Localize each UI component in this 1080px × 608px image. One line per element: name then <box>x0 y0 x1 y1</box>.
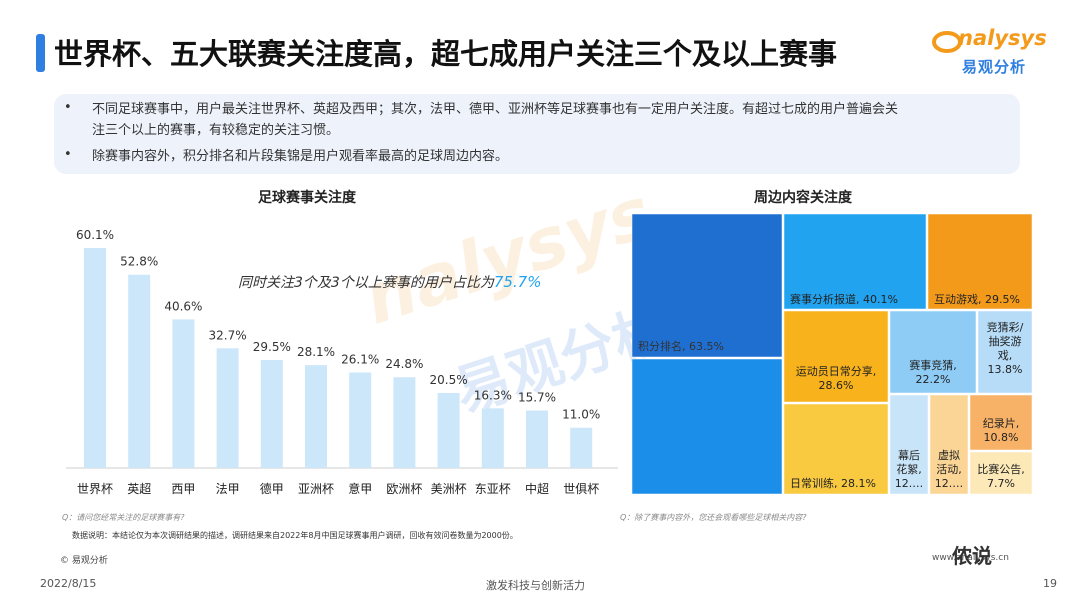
bar <box>260 360 283 468</box>
footer-slogan: 激发科技与创新活力 <box>486 579 585 592</box>
logo-wordmark: nalysys <box>958 26 1047 50</box>
bar-value-label: 28.1% <box>297 345 335 359</box>
bar-value-label: 40.6% <box>164 299 202 313</box>
page-title: 世界杯、五大联赛关注度高，超七成用户关注三个及以上赛事 <box>54 37 838 71</box>
copyright: © 易观分析 <box>60 556 108 566</box>
treemap-cell <box>889 394 929 495</box>
analysys-logo: nalysys 易观分析 <box>932 26 1050 78</box>
bar <box>570 427 593 468</box>
treemap-question: Q：除了赛事内容外，您还会观看哪些足球相关内容? <box>620 513 807 522</box>
title-accent-bar <box>36 34 45 72</box>
treemap-cell <box>632 358 783 495</box>
treemap-cell <box>632 214 783 358</box>
summary-bullet-1-line-1: 不同足球赛事中，用户最关注世界杯、英超及西甲；其次，法甲、德甲、亚洲杯等足球赛事… <box>92 102 899 117</box>
bar-chart-question: Q：请问您经常关注的足球赛事有? <box>62 513 185 522</box>
footer-date: 2022/8/15 <box>40 577 97 590</box>
treemap-cell-label: 竞猜彩/抽奖游戏, 13.8% <box>987 320 1024 376</box>
category-label: 世界杯 <box>77 482 113 496</box>
treemap-chart: 积分排名, 63.5%片段集锦, 59.4%赛事分析报道, 40.1%互动游戏,… <box>632 214 1032 495</box>
treemap-cell-label: 幕后花絮, 12.… <box>895 448 924 490</box>
annotation-text: 同时关注3个及3个以上赛事的用户占比为 <box>238 275 494 291</box>
chart-annotation: 同时关注3个及3个以上赛事的用户占比为75.7% <box>238 272 541 292</box>
category-label: 意甲 <box>348 481 372 496</box>
bar <box>526 410 548 468</box>
category-label: 西甲 <box>171 482 195 496</box>
treemap-cell <box>977 310 1032 394</box>
bar <box>349 372 372 468</box>
category-label: 世俱杯 <box>563 481 599 496</box>
bar-value-label: 20.5% <box>430 373 468 387</box>
annotation-value: 75.7% <box>493 273 542 291</box>
bar-value-label: 24.8% <box>385 357 423 371</box>
category-label: 东亚杯 <box>475 482 511 496</box>
bar <box>437 392 460 468</box>
wechat-watermark: 侬说 <box>952 544 992 568</box>
summary-bullet-2: 除赛事内容外，积分排名和片段集锦是用户观看率最高的足球周边内容。 <box>92 149 509 164</box>
treemap-cell-label: 比赛公告, 7.7% <box>977 462 1025 490</box>
category-label: 德甲 <box>260 481 284 496</box>
bullet-dot: • <box>64 100 72 115</box>
category-label: 欧洲杯 <box>386 482 422 496</box>
treemap-cell <box>969 394 1032 451</box>
bar-value-label: 26.1% <box>341 352 379 366</box>
bar-value-label: 32.7% <box>209 328 247 342</box>
treemap-cell <box>889 310 977 394</box>
logo-swoosh-icon <box>932 31 962 53</box>
bar-chart-title: 足球赛事关注度 <box>258 190 356 206</box>
logo-chinese: 易观分析 <box>962 58 1027 76</box>
treemap-cell <box>783 310 889 403</box>
treemap-cell <box>929 394 969 495</box>
bullet-dot: • <box>64 147 72 162</box>
bar-value-label: 11.0% <box>562 408 600 422</box>
treemap-cell-label: 积分排名, 63.5% <box>638 339 724 353</box>
treemap-cell-label: 赛事分析报道, 40.1% <box>790 292 898 306</box>
bar <box>393 377 416 468</box>
bar-value-label: 15.7% <box>518 391 556 405</box>
bar-value-label: 52.8% <box>120 255 158 269</box>
category-label: 英超 <box>127 481 151 496</box>
treemap-title: 周边内容关注度 <box>754 190 852 206</box>
data-note: 数据说明：本结论仅为本次调研结果的描述，调研结果来自2022年8月中国足球赛事用… <box>72 531 518 540</box>
summary-bullet-1-line-2: 注三个以上的赛事，有较稳定的关注习惯。 <box>92 123 340 138</box>
treemap-cell <box>969 451 1032 495</box>
treemap-cell-label: 纪录片, 10.8% <box>983 417 1020 444</box>
bar-value-label: 16.3% <box>474 388 512 402</box>
category-label: 亚洲杯 <box>298 482 334 496</box>
category-label: 法甲 <box>216 482 240 496</box>
bar <box>481 408 504 468</box>
treemap-cell-label: 运动员日常分享, 28.6% <box>796 364 877 392</box>
bar <box>128 274 151 468</box>
summary-box: • 不同足球赛事中，用户最关注世界杯、英超及西甲；其次，法甲、德甲、亚洲杯等足球… <box>54 94 1020 174</box>
bar <box>216 348 239 468</box>
bar-chart: 60.1% 世界杯 52.8% 英超 40.6% 西甲 32.7% 法甲 29.5% 德甲 28.1… <box>66 228 618 496</box>
page-number: 19 <box>1043 577 1057 590</box>
treemap-cell <box>927 214 1032 310</box>
treemap-cell <box>783 214 927 310</box>
category-label: 美洲杯 <box>431 482 467 496</box>
bar-value-label: 60.1% <box>76 228 114 242</box>
treemap-cell-label: 日常训练, 28.1% <box>790 476 876 490</box>
website-url[interactable]: www.analysys.cn <box>932 553 1009 563</box>
category-label: 中超 <box>525 481 549 496</box>
treemap-cell <box>783 403 889 495</box>
bar <box>84 248 106 468</box>
bar <box>172 319 195 468</box>
treemap-cell-label: 赛事竞猜, 22.2% <box>909 358 957 386</box>
bar-value-label: 29.5% <box>253 340 291 354</box>
bar <box>305 365 327 468</box>
treemap-cell-label: 虚拟活动, 12.… <box>935 448 964 490</box>
treemap-cell-label: 互动游戏, 29.5% <box>934 293 1020 306</box>
